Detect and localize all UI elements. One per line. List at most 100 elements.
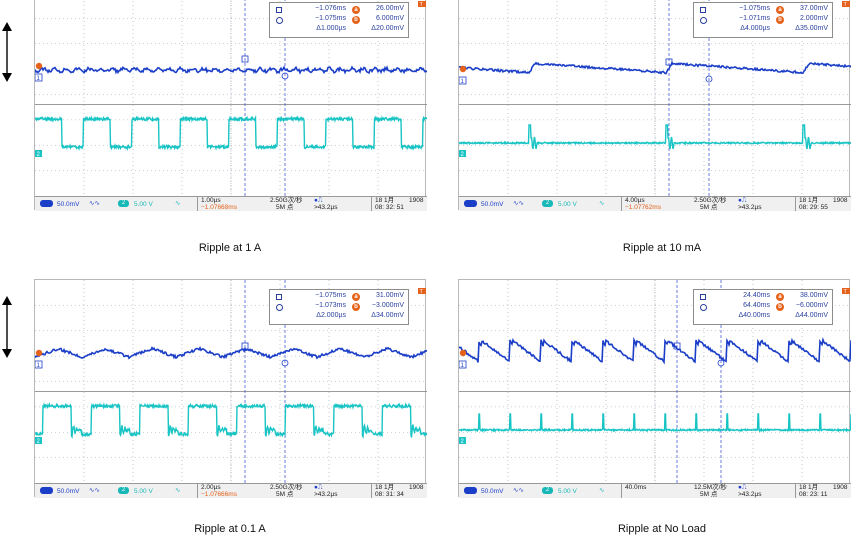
svg-text:1: 1 xyxy=(37,76,41,82)
delta-voltage: Δ35.00mV xyxy=(795,25,828,32)
timebase-section[interactable]: 2.00µs −1.07666ms 2.50G次/秒 5M 点 ●⎍ >43.2… xyxy=(197,484,371,498)
trigger-frequency: >43.2µs xyxy=(738,204,762,211)
timebase: 4.00µs xyxy=(625,197,645,204)
ch1-trace xyxy=(35,345,427,360)
cursor-b-marker xyxy=(705,75,713,83)
caption-ripple-10ma: Ripple at 10 mA xyxy=(622,242,702,254)
year: 1908 xyxy=(409,197,424,204)
date: 18 1月 xyxy=(799,484,819,491)
svg-text:1: 1 xyxy=(461,363,465,369)
trigger-position: −1.07762ms xyxy=(625,204,661,211)
ch1-scale: 50.0mV xyxy=(57,201,80,208)
ch1-button[interactable] xyxy=(40,487,53,494)
ch2-coupling-icon: ∿ xyxy=(175,200,181,207)
date: 18 1月 xyxy=(375,197,395,204)
cursor1-time: −1.075ms xyxy=(739,5,770,12)
scope-screen: 1 2 T −1.076ms a 26.00mV −1.075ms b 6.000m… xyxy=(34,0,427,211)
clock-time: 08: 31: 34 xyxy=(375,491,404,498)
waveform-display: 1 2 T xyxy=(459,280,851,483)
trigger-position: −1.07668ms xyxy=(201,204,237,211)
graticule xyxy=(459,0,851,196)
ch1-scale: 50.0mV xyxy=(481,488,504,495)
ch1-button[interactable] xyxy=(464,487,477,494)
cursor-b-badge: b xyxy=(352,16,360,24)
square-cursor-icon xyxy=(276,7,282,13)
trigger-marker: T xyxy=(842,288,850,295)
date: 18 1月 xyxy=(799,197,819,204)
cursor-b-voltage: 6.000mV xyxy=(375,15,404,22)
cursor-a-badge: a xyxy=(352,293,360,301)
cursor2-time: −1.073ms xyxy=(315,302,346,309)
vertical-double-arrow-icon xyxy=(2,296,12,358)
ch2-button[interactable]: 2 xyxy=(118,487,129,494)
circle-cursor-icon xyxy=(276,304,283,311)
ch2-scale: 5.00 V xyxy=(558,488,577,495)
ch2-marker: 2 xyxy=(35,150,42,158)
cursor-b-badge: b xyxy=(352,303,360,311)
delta-time: Δ4.000µs xyxy=(740,25,770,32)
ch1-button[interactable] xyxy=(464,200,477,207)
graticule xyxy=(459,280,851,483)
ch2-button[interactable]: 2 xyxy=(542,487,553,494)
timebase-section[interactable]: 4.00µs −1.07762ms 2.50G次/秒 5M 点 ●⎍ >43.2… xyxy=(621,197,795,211)
delta-voltage: Δ20.00mV xyxy=(371,25,404,32)
caption-ripple-01a: Ripple at 0.1 A xyxy=(194,523,266,535)
ch1-trace xyxy=(35,65,427,75)
cursor-readout: −1.075ms a 37.00mV −1.071ms b 2.000mV Δ4… xyxy=(693,2,833,38)
cursor-a-level xyxy=(459,349,467,357)
caption-ripple-1a: Ripple at 1 A xyxy=(198,242,262,254)
cursor-a-marker xyxy=(665,58,673,66)
scope-panel-01a: 1 2 T −1.075ms a 31.00mV −1.073ms b −3.000… xyxy=(34,279,427,498)
svg-text:T: T xyxy=(420,2,424,8)
scope-screen: 1 2 T −1.075ms a 31.00mV −1.073ms b −3.000… xyxy=(34,279,427,498)
ch2-button[interactable]: 2 xyxy=(542,200,553,207)
cursor-a-badge: a xyxy=(352,6,360,14)
scope-screen: 1 2 T 24.40ms a 38.00mV 64.40ms b −6.000mV… xyxy=(458,279,851,498)
circle-cursor-icon xyxy=(700,304,707,311)
svg-text:1: 1 xyxy=(461,79,465,85)
timebase-section[interactable]: 40.0ms 12.5M次/秒 5M 点 ●⎍ >43.2µs xyxy=(621,484,795,498)
year: 1908 xyxy=(833,197,848,204)
ch1-marker: 1 xyxy=(35,73,43,82)
svg-text:1: 1 xyxy=(37,363,41,369)
datetime-section: 18 1月 1908 08: 31: 34 xyxy=(371,484,427,498)
trigger-position: −1.07666ms xyxy=(201,491,237,498)
svg-text:2: 2 xyxy=(461,152,465,158)
cursor-a-marker xyxy=(673,342,681,350)
cursor-a-marker xyxy=(241,342,249,350)
svg-text:2: 2 xyxy=(461,439,465,445)
cursor-b-badge: b xyxy=(776,303,784,311)
year: 1908 xyxy=(409,484,424,491)
cursor-readout: 24.40ms a 38.00mV 64.40ms b −6.000mV Δ40… xyxy=(693,289,833,325)
record-length: 5M 点 xyxy=(276,491,294,498)
ch2-button[interactable]: 2 xyxy=(118,200,129,207)
ch1-button[interactable] xyxy=(40,200,53,207)
graticule xyxy=(35,280,427,483)
datetime-section: 18 1月 1908 08: 32: 51 xyxy=(371,197,427,211)
cursor2-time: −1.071ms xyxy=(739,15,770,22)
delta-time: Δ1.000µs xyxy=(316,25,346,32)
vertical-double-arrow-icon xyxy=(2,22,12,82)
timebase: 1.00µs xyxy=(201,197,221,204)
record-length: 5M 点 xyxy=(700,491,718,498)
trigger-frequency: >43.2µs xyxy=(738,491,762,498)
delta-voltage: Δ44.00mV xyxy=(795,312,828,319)
status-bar: 50.0mV ∿∿ 2 5.00 V ∿ 4.00µs −1.07762ms 2… xyxy=(459,196,851,211)
cursor-a-level xyxy=(35,62,43,70)
ch1-scale: 50.0mV xyxy=(481,201,504,208)
ch2-trace xyxy=(459,124,851,150)
sample-rate: 2.50G次/秒 xyxy=(270,484,303,491)
cursor-b-marker xyxy=(281,359,289,367)
ch1-marker: 1 xyxy=(459,76,467,85)
ch2-marker: 2 xyxy=(459,437,466,445)
sample-rate: 2.50G次/秒 xyxy=(694,197,727,204)
timebase-section[interactable]: 1.00µs −1.07668ms 2.50G次/秒 5M 点 ●⎍ >43.2… xyxy=(197,197,371,211)
cursor-a-badge: a xyxy=(776,6,784,14)
trigger-edge-icon: ●⎍ xyxy=(738,484,747,491)
trigger-edge-icon: ●⎍ xyxy=(314,197,323,204)
cursor2-time: −1.075ms xyxy=(315,15,346,22)
cursor-b-voltage: −3.000mV xyxy=(371,302,404,309)
ch1-marker: 1 xyxy=(35,360,43,369)
ch1-coupling-icon: ∿∿ xyxy=(89,200,100,207)
cursor-a-voltage: 38.00mV xyxy=(799,292,828,299)
